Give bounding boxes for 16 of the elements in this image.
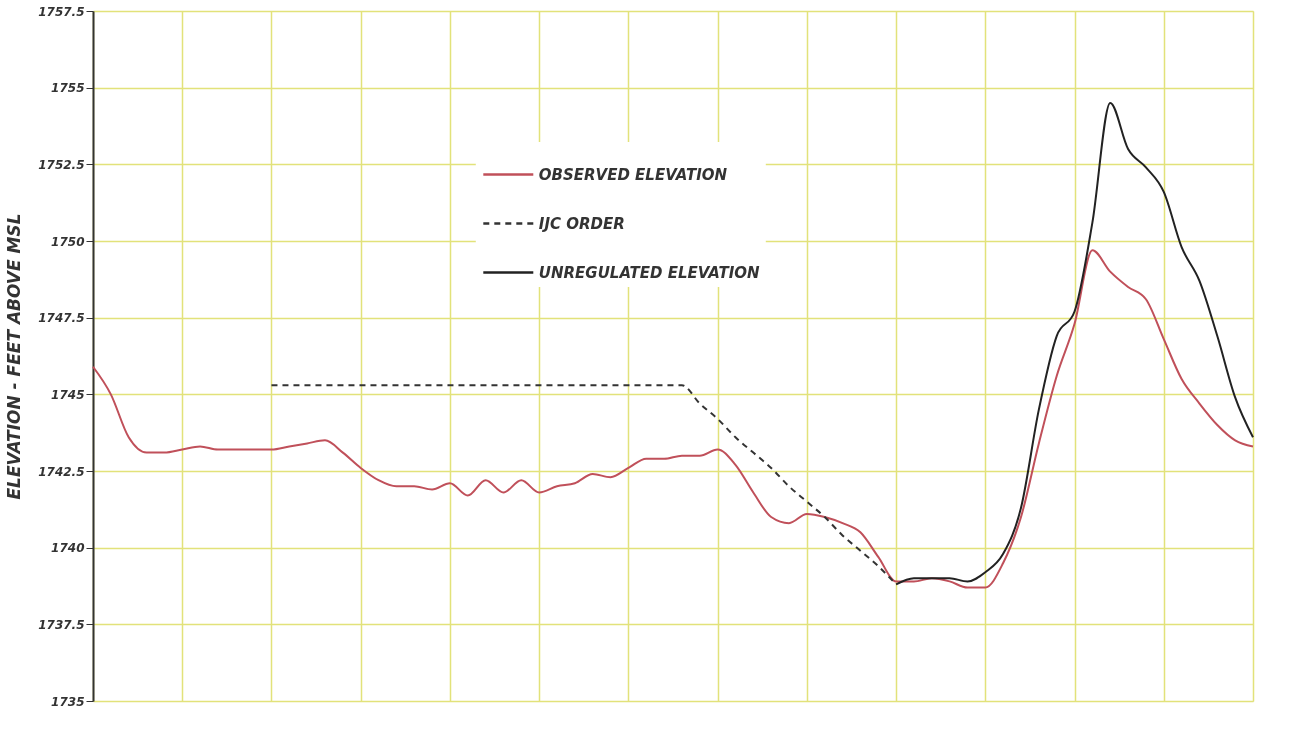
y-tick-label: 1757.5 <box>38 4 85 19</box>
y-tick-label: 1737.5 <box>38 617 85 632</box>
line-series <box>92 249 1254 589</box>
y-tick-label: 1740 <box>51 541 85 556</box>
legend-label: OBSERVED ELEVATION <box>538 165 728 184</box>
y-tick-label: 1755 <box>51 81 85 96</box>
legend-label: UNREGULATED ELEVATION <box>538 263 761 282</box>
y-tick-label: 1752.5 <box>38 157 85 172</box>
y-tick-label: 1750 <box>51 234 85 249</box>
y-tick-label: 1747.5 <box>38 311 85 326</box>
y-tick-label: 1735 <box>51 694 85 709</box>
legend-label: IJC ORDER <box>538 214 625 233</box>
y-axis-title: ELEVATION - FEET ABOVE MSL <box>4 213 25 500</box>
line-series <box>895 102 1254 586</box>
y-tick-label: 1742.5 <box>38 464 85 479</box>
y-tick-label: 1745 <box>51 387 85 402</box>
